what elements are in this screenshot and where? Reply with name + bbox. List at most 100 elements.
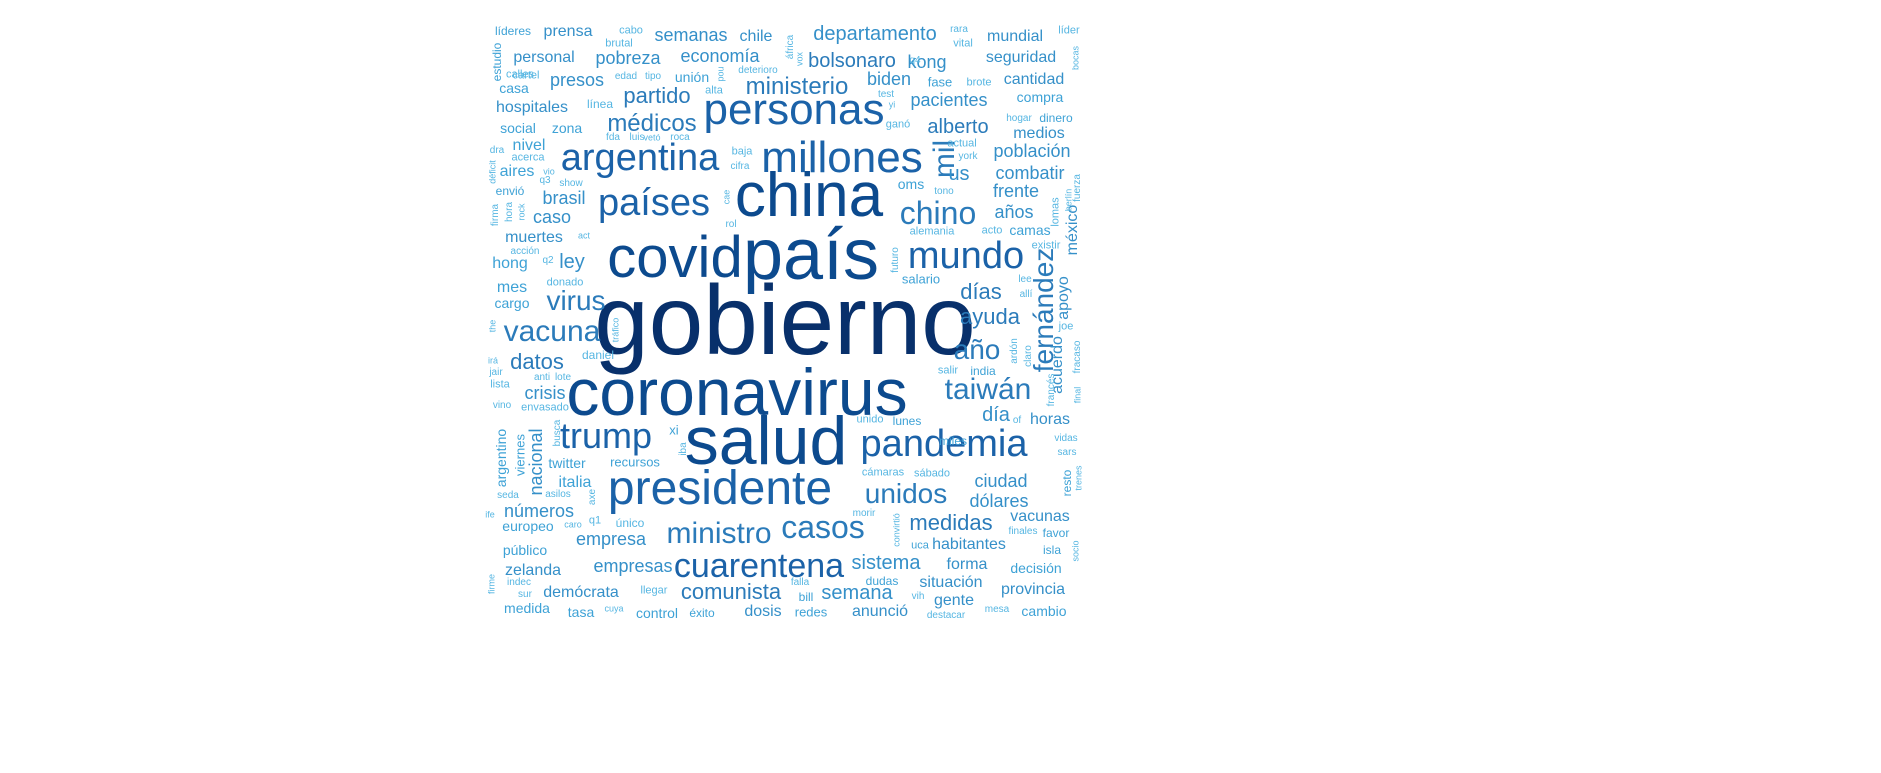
cloud-word: claro	[1023, 345, 1034, 367]
cloud-word: pandemia	[860, 423, 1028, 465]
cloud-word: argentina	[560, 137, 720, 179]
cloud-word: q4	[909, 55, 921, 66]
cloud-word: cargo	[494, 295, 530, 311]
cloud-word: ardón	[1009, 338, 1020, 364]
cloud-word: seda	[497, 490, 519, 501]
cloud-word: sars	[1057, 447, 1077, 458]
cloud-word: demócrata	[543, 584, 619, 601]
cloud-word: ayuda	[960, 304, 1020, 329]
cloud-word: personal	[513, 49, 575, 66]
cloud-word: firma	[490, 203, 501, 227]
cloud-word: jair	[489, 367, 503, 378]
cloud-word: the	[487, 319, 498, 333]
cloud-word: viernes	[512, 434, 528, 476]
cloud-word: control	[635, 605, 679, 621]
cloud-word: líderes	[494, 24, 532, 38]
cloud-word: crisis	[524, 383, 566, 403]
cloud-word: medidas	[909, 510, 993, 535]
cloud-word: yi	[888, 99, 896, 110]
cloud-word: zona	[551, 120, 583, 136]
cloud-word: vacunas	[1010, 508, 1070, 525]
cloud-word: york	[958, 151, 978, 162]
cloud-word: ganó	[885, 118, 911, 131]
cloud-word: biden	[866, 69, 912, 89]
cloud-word: daniel	[581, 348, 615, 362]
cloud-word: departamento	[813, 23, 937, 45]
cloud-word: recursos	[610, 454, 660, 470]
cloud-word: busca	[552, 419, 563, 447]
cloud-word: trump	[559, 415, 653, 456]
cloud-word: rara	[950, 24, 968, 35]
cloud-word: decisión	[1010, 560, 1062, 576]
cloud-word: envasado	[521, 401, 569, 414]
cloud-word: axe	[587, 488, 598, 506]
cloud-word: llegar	[640, 584, 668, 597]
cloud-word: zelanda	[504, 562, 562, 579]
cloud-word: salario	[901, 271, 941, 287]
cloud-word: hora	[504, 201, 515, 223]
cloud-word: datos	[510, 349, 564, 374]
cloud-word: lista	[490, 378, 510, 391]
cloud-word: show	[559, 178, 583, 189]
cloud-word: horas	[1029, 411, 1071, 428]
cloud-word: pobreza	[595, 48, 661, 68]
cloud-word: calles	[505, 68, 535, 81]
cloud-word: luis	[629, 132, 645, 143]
cloud-word: sistema	[851, 552, 921, 574]
cloud-word: acerca	[511, 151, 545, 164]
cloud-word: ife	[485, 509, 495, 520]
cloud-word: cifra	[730, 161, 750, 172]
cloud-word: europeo	[502, 518, 554, 534]
cloud-word: casa	[499, 80, 529, 96]
cloud-word: medida	[504, 600, 550, 616]
cloud-word: ministro	[666, 517, 772, 550]
cloud-word: vio	[543, 166, 555, 177]
cloud-word: rock	[516, 203, 527, 221]
cloud-word: mesa	[984, 604, 1010, 615]
cloud-word: brasil	[542, 188, 586, 208]
cloud-word: miles	[938, 434, 968, 448]
cloud-word: lee	[1018, 274, 1032, 285]
cloud-word: brote	[966, 76, 992, 89]
cloud-word: nivel	[512, 137, 546, 154]
cloud-word: edad	[614, 71, 638, 82]
cloud-word: caro	[564, 519, 582, 530]
cloud-word: final	[1072, 386, 1083, 404]
cloud-word: semanas	[654, 25, 728, 45]
cloud-word: socio	[1070, 540, 1081, 562]
cloud-word: presidente	[607, 462, 833, 515]
cloud-word: allí	[1019, 289, 1033, 300]
cloud-word: lote	[554, 372, 572, 383]
cloud-word: nacional	[526, 428, 546, 496]
cloud-word: finales	[1008, 526, 1038, 537]
cloud-word: día	[982, 404, 1010, 426]
cloud-word: firme	[486, 574, 497, 594]
cloud-word: isla	[1042, 543, 1062, 557]
cloud-word: envió	[495, 184, 525, 198]
cloud-word: indec	[507, 577, 531, 588]
cloud-word: fuerza	[1072, 174, 1083, 202]
cloud-word: francés	[1046, 373, 1057, 407]
cloud-word: único	[615, 516, 645, 530]
cloud-word: público	[502, 542, 548, 558]
cloud-word: fase	[927, 74, 953, 90]
cloud-word: economía	[680, 46, 760, 66]
cloud-word: cuya	[604, 603, 624, 614]
cloud-word: convirtió	[891, 513, 902, 547]
cloud-word: sábado	[913, 467, 951, 480]
cloud-word: población	[993, 141, 1071, 161]
cloud-word: méxico	[1064, 204, 1081, 256]
cloud-word: falla	[790, 577, 810, 588]
cloud-word: social	[500, 120, 536, 136]
cloud-word: alemania	[909, 225, 955, 238]
cloud-word: cámaras	[861, 466, 905, 479]
cloud-word: país	[742, 215, 880, 295]
cloud-word: aires	[499, 163, 535, 180]
cloud-word: situación	[919, 574, 983, 591]
cloud-word: ciudad	[974, 471, 1028, 491]
cloud-word: años	[994, 202, 1034, 222]
cloud-word: redes	[794, 604, 828, 620]
cloud-word: empresa	[575, 529, 647, 549]
cloud-word: alta	[705, 84, 723, 97]
cloud-word: anunció	[851, 603, 909, 620]
